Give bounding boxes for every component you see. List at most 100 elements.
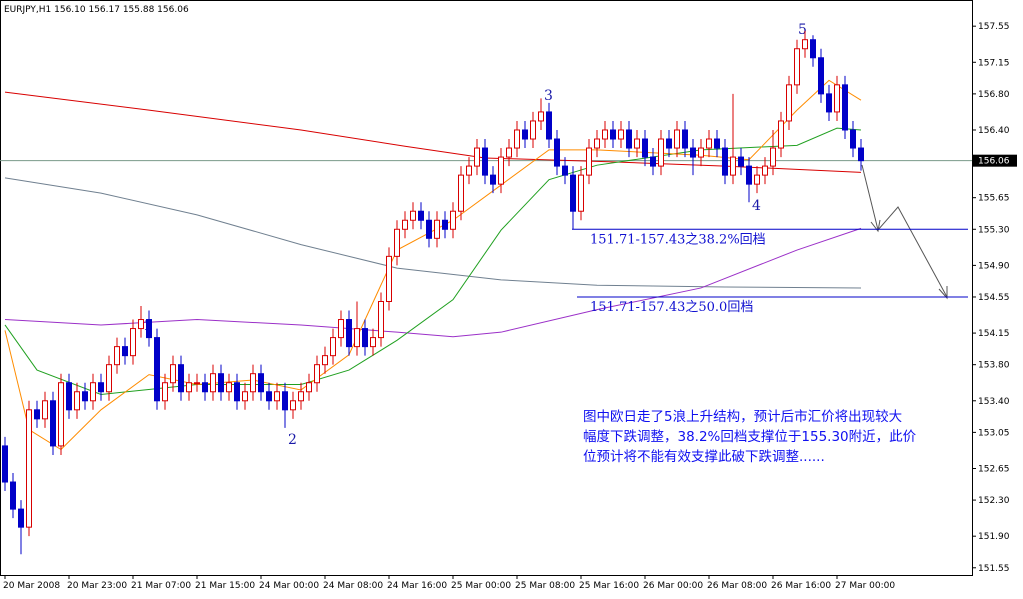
candle-body xyxy=(218,373,224,393)
moving-average xyxy=(4,177,862,289)
candle-body xyxy=(714,138,720,149)
x-tick-label: 25 Mar 16:00 xyxy=(579,581,639,591)
candle-body xyxy=(514,129,520,149)
candle-body xyxy=(290,400,296,411)
candle-body xyxy=(266,391,272,402)
candle-body xyxy=(754,174,760,185)
y-tick-label: 155.65 xyxy=(978,194,1010,204)
candle-body xyxy=(354,328,360,348)
candle-body xyxy=(250,373,256,393)
candle-body xyxy=(34,409,40,420)
candle-body xyxy=(546,111,552,140)
price-box-label: 156.06 xyxy=(978,157,1010,167)
candle-body xyxy=(178,364,184,393)
candle-body xyxy=(634,138,640,149)
y-tick-label: 154.90 xyxy=(978,261,1010,271)
candle-body xyxy=(602,129,608,140)
candle-body xyxy=(114,346,120,366)
candle-body xyxy=(450,210,456,230)
candle-body xyxy=(410,210,416,221)
candle-body xyxy=(146,319,152,339)
candle-body xyxy=(458,174,464,212)
candle-body xyxy=(58,382,64,447)
candle-body xyxy=(834,84,840,113)
candle-body xyxy=(682,129,688,149)
candle-body xyxy=(474,147,480,167)
candle-body xyxy=(826,93,832,113)
candle-body xyxy=(106,364,112,393)
candle-body xyxy=(298,391,304,402)
candle-body xyxy=(202,382,208,393)
candle-body xyxy=(162,382,168,402)
candle-body xyxy=(10,481,16,510)
candle-body xyxy=(482,147,488,176)
wave-label: 2 xyxy=(288,432,297,448)
y-tick-label: 153.05 xyxy=(978,428,1010,438)
candle-body xyxy=(378,300,384,339)
candle-body xyxy=(226,382,232,393)
retracement-label: 151.71-157.43之38.2%回档 xyxy=(590,232,766,247)
x-tick-label: 26 Mar 16:00 xyxy=(771,581,831,591)
candle-body xyxy=(234,382,240,402)
candle-body xyxy=(738,156,744,167)
candle-body xyxy=(138,319,144,330)
candle-body xyxy=(786,84,792,122)
candle-body xyxy=(418,210,424,221)
y-tick-label: 156.80 xyxy=(978,90,1010,100)
candle-body xyxy=(490,174,496,185)
candle-body xyxy=(674,129,680,149)
y-tick-label: 154.55 xyxy=(978,293,1010,303)
moving-average xyxy=(4,91,862,173)
y-tick-label: 151.90 xyxy=(978,532,1010,542)
candle-body xyxy=(722,147,728,176)
wave-label: 5 xyxy=(798,22,807,38)
annotation: 幅度下跌调整，38.2%回档支撑位于155.30附近，此价 xyxy=(583,429,917,445)
x-tick-label: 20 Mar 2008 xyxy=(3,581,60,591)
candle-body xyxy=(82,391,88,402)
candle-body xyxy=(858,147,864,162)
x-tick-label: 27 Mar 00:00 xyxy=(835,581,895,591)
x-tick-label: 21 Mar 07:00 xyxy=(131,581,191,591)
projection-arrows xyxy=(861,164,948,300)
candle-body xyxy=(554,138,560,167)
candle-body xyxy=(706,138,712,149)
moving-average xyxy=(4,127,862,395)
candle-body xyxy=(370,337,376,348)
candle-body xyxy=(282,391,288,411)
candle-body xyxy=(506,147,512,158)
candle-body xyxy=(90,382,96,402)
candle-body xyxy=(666,138,672,149)
header: EURJPY,H1 156.10 156.17 155.88 156.06 xyxy=(4,5,189,15)
candle-body xyxy=(642,138,648,158)
candle-body xyxy=(154,337,160,402)
candle-body xyxy=(610,129,616,140)
x-tick-label: 26 Mar 08:00 xyxy=(707,581,767,591)
candle-body xyxy=(650,156,656,167)
x-tick-label: 25 Mar 08:00 xyxy=(515,581,575,591)
x-tick-label: 24 Mar 16:00 xyxy=(387,581,447,591)
candle-body xyxy=(818,57,824,95)
candle-body xyxy=(386,255,392,302)
candle-body xyxy=(402,219,408,230)
y-tick-label: 156.40 xyxy=(978,126,1010,136)
x-tick-label: 25 Mar 00:00 xyxy=(451,581,511,591)
candle-body xyxy=(50,400,56,447)
candle-body xyxy=(498,156,504,185)
y-tick-label: 153.40 xyxy=(978,397,1010,407)
y-tick-label: 155.30 xyxy=(978,225,1010,235)
candle-body xyxy=(18,508,24,528)
candle-body xyxy=(98,382,104,393)
candle-body xyxy=(210,373,216,393)
candle-body xyxy=(522,129,528,140)
candle-body xyxy=(2,445,8,483)
annotation: 位预计将不能有效支撑此破下跌调整...... xyxy=(583,449,825,465)
candle-body xyxy=(810,39,816,59)
y-tick-label: 157.55 xyxy=(978,22,1010,32)
candle-body xyxy=(626,129,632,149)
candle-body xyxy=(306,382,312,393)
candle-body xyxy=(762,165,768,176)
x-tick-label: 20 Mar 23:00 xyxy=(67,581,127,591)
y-tick-label: 154.15 xyxy=(978,329,1010,339)
